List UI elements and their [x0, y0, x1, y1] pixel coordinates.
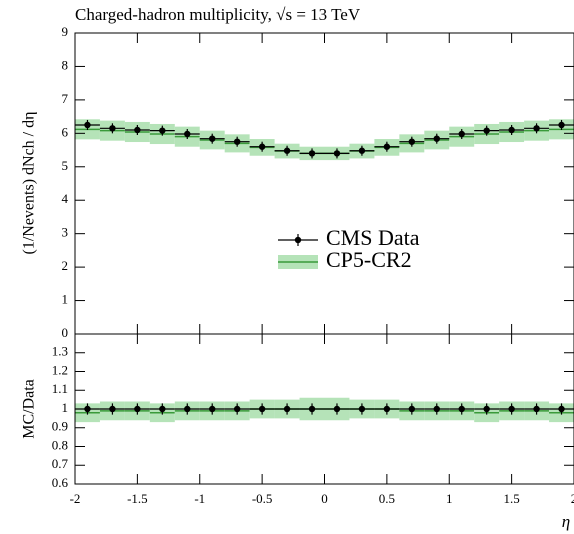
- x-tick-label: -2: [70, 491, 81, 506]
- data-point: [209, 135, 216, 142]
- plot-frame: [74, 32, 574, 335]
- x-tick-label: -1: [194, 491, 205, 506]
- data-point: [84, 405, 91, 413]
- y-tick-label: 8: [62, 57, 69, 72]
- y-axis-label: (1/Nevents) dNch / dη: [21, 112, 38, 255]
- data-point: [308, 150, 316, 157]
- data-point: [408, 405, 416, 413]
- data-point: [458, 405, 465, 413]
- data-point: [109, 405, 116, 413]
- y-tick-label: 5: [62, 158, 69, 173]
- y-tick-label: 1.1: [52, 381, 68, 396]
- y-tick-label: 1.2: [52, 362, 68, 377]
- data-point: [233, 138, 241, 145]
- data-point: [483, 127, 490, 134]
- data-point: [258, 405, 266, 413]
- data-point: [134, 405, 141, 413]
- y-tick-label: 0.7: [52, 456, 69, 471]
- y-tick-label: 7: [62, 91, 69, 106]
- data-point: [358, 147, 366, 154]
- x-tick-label: 0: [321, 491, 328, 506]
- y-tick-label: 0.6: [52, 475, 69, 490]
- legend-label: CMS Data: [326, 225, 420, 250]
- y-tick-label: 1.3: [52, 344, 68, 359]
- data-point: [184, 130, 191, 138]
- data-point: [109, 125, 116, 132]
- data-point: [283, 147, 291, 154]
- legend-marker: [294, 236, 302, 244]
- x-axis-label: η: [562, 512, 570, 531]
- y-tick-label: 6: [62, 124, 69, 139]
- x-tick-label: 1: [446, 491, 453, 506]
- data-point: [533, 125, 540, 132]
- data-point: [184, 405, 191, 413]
- data-point: [433, 135, 440, 142]
- data-point: [283, 405, 291, 413]
- y-tick-label: 0: [62, 325, 69, 340]
- x-tick-label: -0.5: [252, 491, 273, 506]
- legend-label: CP5-CR2: [326, 247, 412, 272]
- data-point: [358, 405, 366, 413]
- data-point: [433, 405, 440, 413]
- y-tick-label: 2: [62, 258, 69, 273]
- data-point: [558, 405, 565, 413]
- y-tick-label: 0.9: [52, 419, 68, 434]
- data-point: [533, 405, 540, 413]
- x-tick-label: -1.5: [127, 491, 148, 506]
- data-point: [333, 150, 341, 157]
- data-point: [159, 405, 166, 413]
- x-tick-label: 2: [571, 491, 574, 506]
- ratio-y-axis-label: MC/Data: [21, 379, 38, 439]
- x-tick-label: 1.5: [504, 491, 520, 506]
- data-point: [308, 405, 316, 413]
- data-point: [84, 121, 91, 129]
- data-point: [383, 143, 391, 150]
- data-point: [134, 126, 141, 134]
- data-point: [508, 126, 515, 134]
- data-point: [333, 405, 341, 413]
- data-point: [458, 130, 465, 138]
- y-tick-label: 4: [62, 191, 69, 206]
- data-point: [383, 405, 391, 413]
- data-point: [483, 405, 490, 413]
- data-point: [508, 405, 515, 413]
- chart-title: Charged-hadron multiplicity, √s = 13 TeV: [75, 5, 361, 24]
- data-point: [408, 138, 416, 145]
- y-tick-label: 1: [62, 400, 69, 415]
- y-tick-label: 3: [62, 225, 69, 240]
- data-point: [233, 405, 241, 413]
- data-point: [558, 121, 565, 129]
- data-point: [258, 143, 266, 150]
- y-tick-label: 1: [62, 292, 69, 307]
- data-point: [159, 127, 166, 134]
- y-tick-label: 9: [62, 24, 69, 39]
- data-point: [209, 405, 216, 413]
- y-tick-label: 0.8: [52, 437, 68, 452]
- x-tick-label: 0.5: [379, 491, 395, 506]
